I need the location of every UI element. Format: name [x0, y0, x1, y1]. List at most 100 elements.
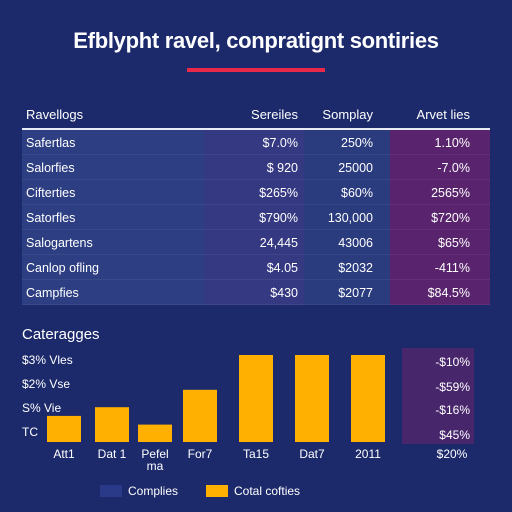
row-band — [390, 280, 490, 305]
legend-swatch-0 — [100, 485, 122, 497]
bar-6 — [351, 355, 385, 442]
data-table: Ravellogs Sereiles Somplay Arvet lies Sa… — [22, 104, 490, 305]
row-divider — [22, 304, 490, 305]
row-divider — [22, 229, 490, 230]
bar-4 — [239, 355, 273, 442]
table-cell-col-2: 250% — [341, 136, 373, 150]
right-footer-label: $20% — [437, 447, 468, 461]
table-cell-col-3: $720% — [431, 211, 470, 225]
row-band — [390, 130, 490, 155]
bar-0 — [47, 415, 81, 442]
row-band — [22, 280, 204, 305]
table-header: Ravellogs Sereiles Somplay Arvet lies — [22, 104, 490, 126]
table-cell-col-1: 24,445 — [259, 236, 298, 250]
bar-1 — [95, 407, 129, 442]
row-band — [390, 155, 490, 180]
legend-swatch-1 — [206, 485, 228, 497]
table-body: Safertlas $7.0% 250% 1.10% Salorfies $ 920 250… — [22, 130, 490, 305]
row-divider — [22, 154, 490, 155]
table-cell-col-3: -7.0% — [437, 161, 470, 175]
table-row: Safertlas $7.0% 250% 1.10% — [22, 130, 490, 155]
row-band — [390, 255, 490, 280]
row-band — [390, 180, 490, 205]
table-row: Salorfies $ 920 25000 -7.0% — [22, 155, 490, 180]
table-cell-col-2: 25000 — [338, 161, 373, 175]
header-col-3: Arvet lies — [416, 107, 470, 122]
legend-item-1: Cotal cofties — [206, 484, 300, 498]
row-band — [204, 155, 304, 180]
row-band — [22, 255, 204, 280]
x-tick-label: Att1 — [53, 447, 75, 461]
row-band — [204, 130, 304, 155]
row-band — [304, 180, 390, 205]
table-row: Campfies $430 $2077 $84.5% — [22, 280, 490, 305]
right-value: $45% — [439, 428, 470, 442]
table-cell-col-0: Safertlas — [26, 136, 76, 150]
chart-title: Cateragges — [22, 326, 100, 343]
table-cell-col-1: $430 — [270, 286, 298, 300]
table-cell-col-0: Canlop ofling — [26, 261, 99, 275]
table-row: Cifterties $265% $60% 2565% — [22, 180, 490, 205]
x-tick-label: For7 — [188, 447, 213, 461]
table-row: Canlop ofling $4.05 $2032 -411% — [22, 255, 490, 280]
legend-label-0: Complies — [128, 484, 179, 498]
legend-item-0: Complies — [100, 484, 178, 498]
row-band — [204, 230, 304, 255]
right-value: -$59% — [435, 380, 470, 394]
title-underline — [187, 68, 325, 72]
table-cell-col-3: 2565% — [431, 186, 470, 200]
table-cell-col-3: $84.5% — [427, 286, 470, 300]
header-col-2: Somplay — [322, 107, 373, 122]
right-value: -$16% — [435, 403, 470, 417]
table-row: Salogartens 24,445 43006 $65% — [22, 230, 490, 255]
x-tick-label: 2011 — [355, 447, 381, 461]
table-cell-col-1: $265% — [259, 186, 298, 200]
table-cell-col-1: $ 920 — [266, 161, 298, 175]
x-tick-label: ma — [147, 459, 164, 473]
x-tick-label: Dat7 — [299, 447, 325, 461]
row-band — [304, 280, 390, 305]
row-divider — [22, 179, 490, 180]
table-row: Satorfles $790% 130,000 $720% — [22, 205, 490, 230]
row-band — [204, 180, 304, 205]
header-divider — [22, 128, 490, 130]
right-value-panel — [402, 348, 474, 444]
row-band — [22, 180, 204, 205]
row-band — [22, 130, 204, 155]
table-cell-col-0: Salogartens — [26, 236, 93, 250]
row-divider — [22, 279, 490, 280]
table-cell-col-2: $2077 — [338, 286, 373, 300]
row-band — [304, 230, 390, 255]
page-title: Efblypht ravel, conpratignt sontiries — [73, 28, 439, 53]
x-tick-label: Ta15 — [243, 447, 269, 461]
header-col-1: Sereiles — [251, 107, 298, 122]
row-band — [204, 255, 304, 280]
table-cell-col-1: $790% — [259, 211, 298, 225]
right-value: -$10% — [435, 355, 470, 369]
table-cell-col-1: $7.0% — [262, 136, 298, 150]
row-band — [390, 205, 490, 230]
row-band — [304, 205, 390, 230]
row-band — [304, 130, 390, 155]
row-band — [204, 280, 304, 305]
bar-2 — [138, 424, 172, 442]
table-cell-col-0: Cifterties — [26, 186, 76, 200]
table-cell-col-2: 130,000 — [327, 211, 373, 225]
bar-5 — [295, 355, 329, 442]
table-cell-col-0: Satorfles — [26, 211, 76, 225]
row-band — [22, 155, 204, 180]
table-cell-col-0: Campfies — [26, 286, 79, 300]
row-divider — [22, 254, 490, 255]
table-cell-col-3: $65% — [438, 236, 470, 250]
table-cell-col-0: Salorfies — [26, 161, 75, 175]
row-band — [22, 205, 204, 230]
y-tick-label: $2% Vse — [22, 377, 70, 391]
x-tick-label: Pefel — [141, 447, 168, 461]
y-tick-label: S% Vie — [22, 401, 61, 415]
row-band — [204, 205, 304, 230]
table-cell-col-2: 43006 — [338, 236, 373, 250]
row-band — [304, 155, 390, 180]
table-cell-col-3: -411% — [434, 261, 470, 275]
y-tick-label: $3% Vles — [22, 353, 73, 367]
table-cell-col-1: $4.05 — [266, 261, 298, 275]
